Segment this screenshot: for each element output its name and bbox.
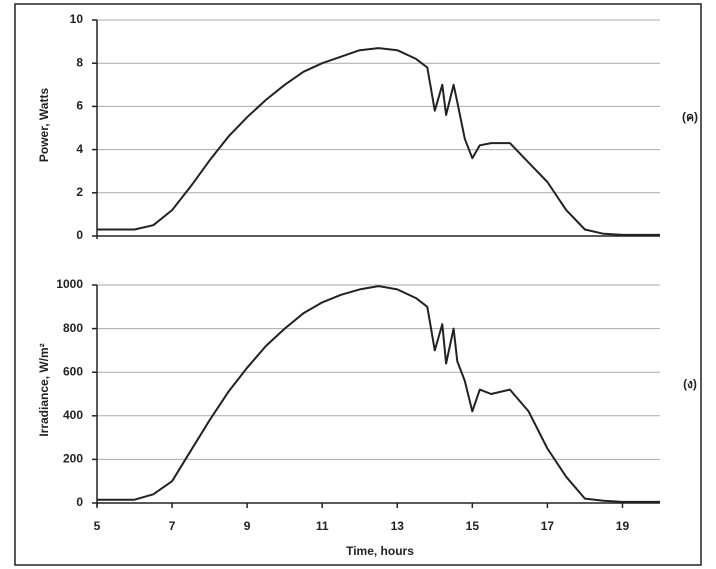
y-tick-label: 0 — [76, 495, 83, 509]
y-tick-label: 2 — [76, 185, 83, 199]
y-tick-label: 10 — [70, 12, 84, 26]
annotation: (ค) — [682, 110, 698, 124]
y-axis-label: Power, Watts — [37, 88, 51, 163]
x-tick-label: 17 — [541, 519, 555, 533]
y-tick-label: 600 — [63, 364, 83, 378]
x-tick-label: 15 — [466, 519, 480, 533]
x-tick-label: 5 — [94, 519, 101, 533]
line-series — [97, 285, 660, 503]
y-axis-label: Irradiance, W/m² — [37, 343, 51, 436]
x-tick-label: 7 — [169, 519, 176, 533]
y-tick-label: 200 — [63, 452, 83, 466]
line-series — [97, 47, 660, 236]
x-tick-label: 13 — [391, 519, 405, 533]
y-tick-label: 0 — [76, 228, 83, 242]
x-tick-label: 19 — [616, 519, 630, 533]
y-tick-label: 4 — [76, 142, 83, 156]
y-tick-label: 400 — [63, 408, 83, 422]
y-tick-label: 8 — [76, 55, 83, 69]
x-tick-label: 9 — [244, 519, 251, 533]
annotation: (ง) — [683, 377, 697, 391]
y-tick-label: 6 — [76, 99, 83, 113]
x-axis-label: Time, hours — [346, 544, 414, 558]
y-tick-label: 1000 — [56, 277, 83, 291]
x-tick-label: 11 — [316, 519, 329, 533]
frame — [14, 3, 702, 566]
y-tick-label: 800 — [63, 321, 83, 335]
